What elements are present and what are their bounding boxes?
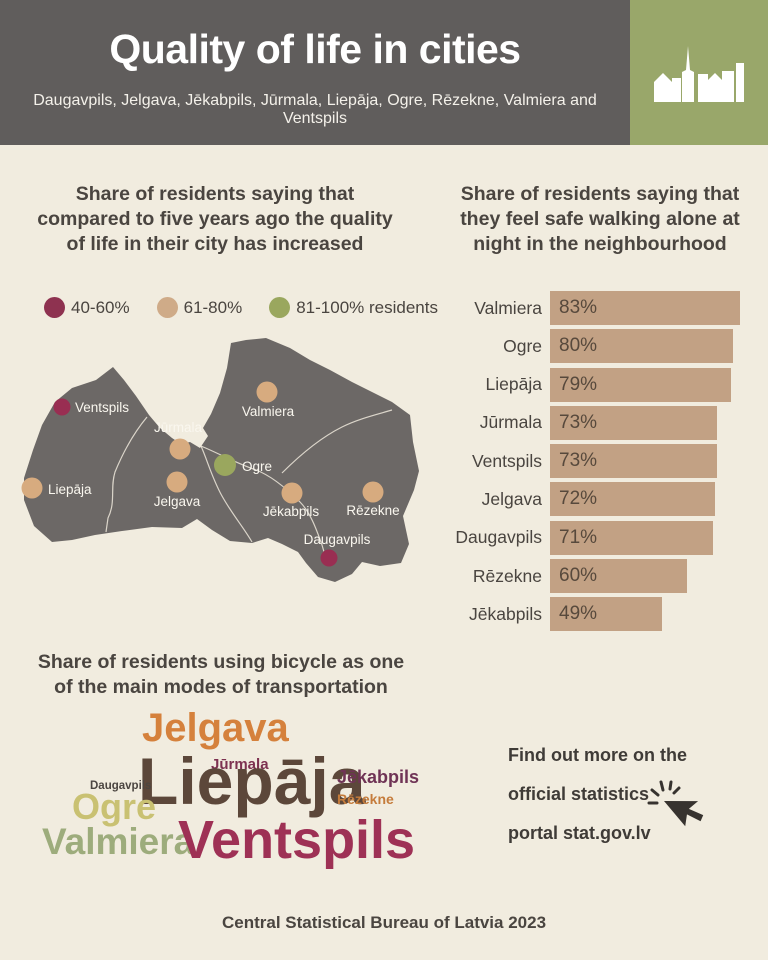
- cloud-word: Liepāja: [138, 744, 366, 818]
- cloud-word: Ventspils: [178, 810, 416, 870]
- bar-category-label: Jelgava: [481, 488, 542, 509]
- bar-value: 73%: [559, 411, 598, 433]
- city-label: Valmiera: [242, 404, 295, 419]
- more-info-text: Find out more on the official statistics p…: [508, 745, 687, 843]
- bar: 73%: [550, 405, 718, 440]
- bar-value: 72%: [559, 488, 598, 510]
- page-subtitle: Daugavpils, Jelgava, Jēkabpils, Jūrmala,…: [33, 92, 597, 127]
- city-label: Ogre: [242, 459, 272, 474]
- legend-label: 40-60%: [71, 297, 130, 317]
- bar-value: 79%: [559, 373, 598, 395]
- cloud-word: Jūrmala: [211, 756, 269, 773]
- bar-category-label: Liepāja: [485, 374, 542, 395]
- bar-row: Jelgava 72%: [430, 482, 768, 517]
- bar: 72%: [550, 482, 715, 517]
- bar: 49%: [550, 597, 663, 632]
- page-title: Quality of life in cities: [109, 26, 521, 72]
- bar-row: Ventspils 73%: [430, 444, 768, 479]
- bar-category-label: Jūrmala: [479, 412, 542, 433]
- bar: 73%: [550, 444, 718, 479]
- bar-value: 80%: [559, 335, 598, 357]
- city-label: Liepāja: [48, 482, 92, 497]
- cloud-word: Daugavpils: [90, 780, 152, 792]
- legend-item: 61-80%: [156, 297, 243, 318]
- legend-item: 40-60%: [44, 297, 130, 318]
- bar-row: Liepāja 79%: [430, 367, 768, 402]
- cloud-word: Jēkabpils: [337, 767, 420, 787]
- city-label: Jūrmala: [154, 420, 203, 435]
- city-skyline-icon: [654, 45, 744, 102]
- bar-category-label: Rēzekne: [472, 565, 542, 586]
- bar: 83%: [550, 291, 741, 325]
- bar-value: 83%: [559, 297, 598, 318]
- bar-row: Ogre 80%: [430, 329, 768, 364]
- city-dot: [256, 381, 278, 403]
- cloud-word: Rēzekne: [337, 791, 394, 807]
- bar-row: Rēzekne 60%: [430, 559, 768, 594]
- legend-dot: [44, 297, 65, 318]
- legend-label: 81-100% residents: [296, 297, 438, 317]
- bar-category-label: Ogre: [503, 335, 542, 356]
- bar-value: 60%: [559, 565, 598, 587]
- cloud-word: Jelgava: [142, 706, 289, 750]
- legend-dot: [156, 297, 178, 318]
- legend-dot: [269, 297, 291, 318]
- latvia-map: Ventspils Valmiera Jūrmala Ogre Jelgava Liepā…: [21, 338, 419, 582]
- map-legend: 40-60% 61-80% 81-100% residents: [44, 297, 438, 318]
- cloud-word: Valmiera: [42, 821, 195, 862]
- bar-value: 71%: [559, 526, 598, 548]
- bar-row: Daugavpils 71%: [430, 520, 768, 555]
- header-accent-block: [630, 0, 768, 145]
- header-band: Quality of life in cities Daugavpils, Je…: [0, 0, 768, 145]
- city-dot: [53, 398, 71, 416]
- bar-row: Jūrmala 73%: [430, 405, 768, 440]
- cloud-section-title: Share of residents using bicycle as one o…: [37, 651, 405, 698]
- city-dot: [362, 481, 384, 503]
- cursor-click-icon: [647, 780, 704, 827]
- city-dot: [281, 482, 303, 504]
- bar-category-label: Ventspils: [471, 450, 542, 471]
- bar-value: 49%: [559, 603, 598, 625]
- city-dot: [166, 471, 188, 493]
- city-label: Jelgava: [154, 494, 201, 509]
- city-dot: [214, 454, 236, 476]
- bar-category-label: Daugavpils: [455, 527, 542, 548]
- bar-row: Valmiera 83%: [430, 291, 768, 325]
- bar: 71%: [550, 520, 713, 555]
- map-section-title: Share of residents saying that compared t…: [37, 183, 393, 255]
- city-label: Rēzekne: [346, 503, 399, 518]
- city-label: Jēkabpils: [263, 504, 320, 519]
- safety-bar-chart: Valmiera 83% Ogre 80% Liepāja 79% Jūrmala 73% Ve…: [430, 291, 768, 636]
- bar: 80%: [550, 329, 734, 364]
- city-label: Daugavpils: [304, 532, 371, 547]
- city-dot: [169, 438, 191, 460]
- city-dot: [21, 477, 43, 499]
- city-dot: [320, 549, 338, 567]
- map-cities: Ventspils Valmiera Jūrmala Ogre Jelgava Liepā…: [21, 381, 400, 567]
- bar-value: 73%: [559, 450, 598, 472]
- bar: 60%: [550, 559, 688, 594]
- bar: 79%: [550, 367, 731, 402]
- bar-category-label: Valmiera: [474, 297, 542, 318]
- city-label: Ventspils: [75, 400, 129, 415]
- footer-credit: Central Statistical Bureau of Latvia 202…: [221, 913, 547, 932]
- legend-label: 61-80%: [183, 297, 243, 317]
- cloud-word: Ogre: [72, 786, 157, 827]
- bar-category-label: Jēkabpils: [469, 603, 542, 624]
- bar-section-title: Share of residents saying that they feel …: [460, 183, 740, 255]
- legend-item: 81-100% residents: [269, 297, 438, 318]
- bar-row: Jēkabpils 49%: [430, 597, 768, 632]
